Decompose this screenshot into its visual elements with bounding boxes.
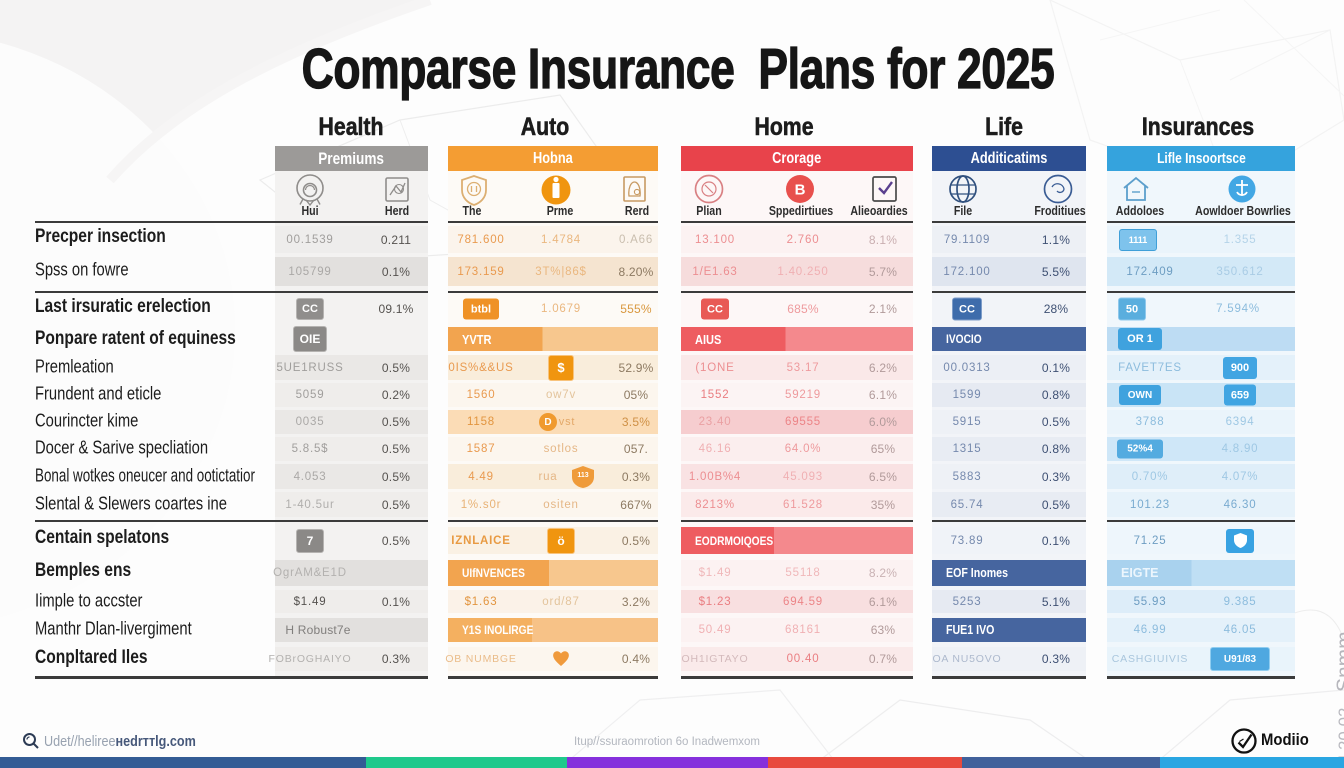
svg-text:113: 113: [577, 472, 588, 479]
svg-text:B: B: [795, 182, 806, 199]
